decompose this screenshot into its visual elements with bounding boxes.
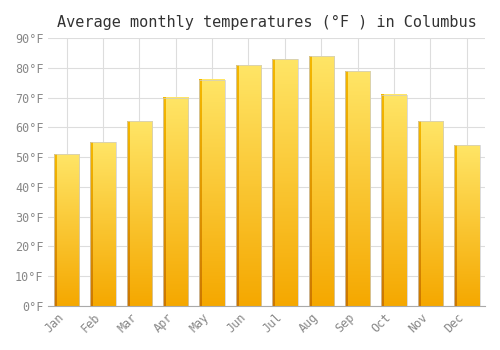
Bar [308,56,334,306]
Bar [454,145,479,306]
Bar [382,94,407,306]
Bar [272,59,297,306]
Bar [90,142,116,306]
Title: Average monthly temperatures (°F ) in Columbus: Average monthly temperatures (°F ) in Co… [57,15,476,30]
Bar [200,80,225,306]
Bar [163,98,188,306]
Bar [345,71,370,306]
Bar [126,121,152,306]
Bar [418,121,443,306]
Bar [236,65,261,306]
Bar [54,154,80,306]
